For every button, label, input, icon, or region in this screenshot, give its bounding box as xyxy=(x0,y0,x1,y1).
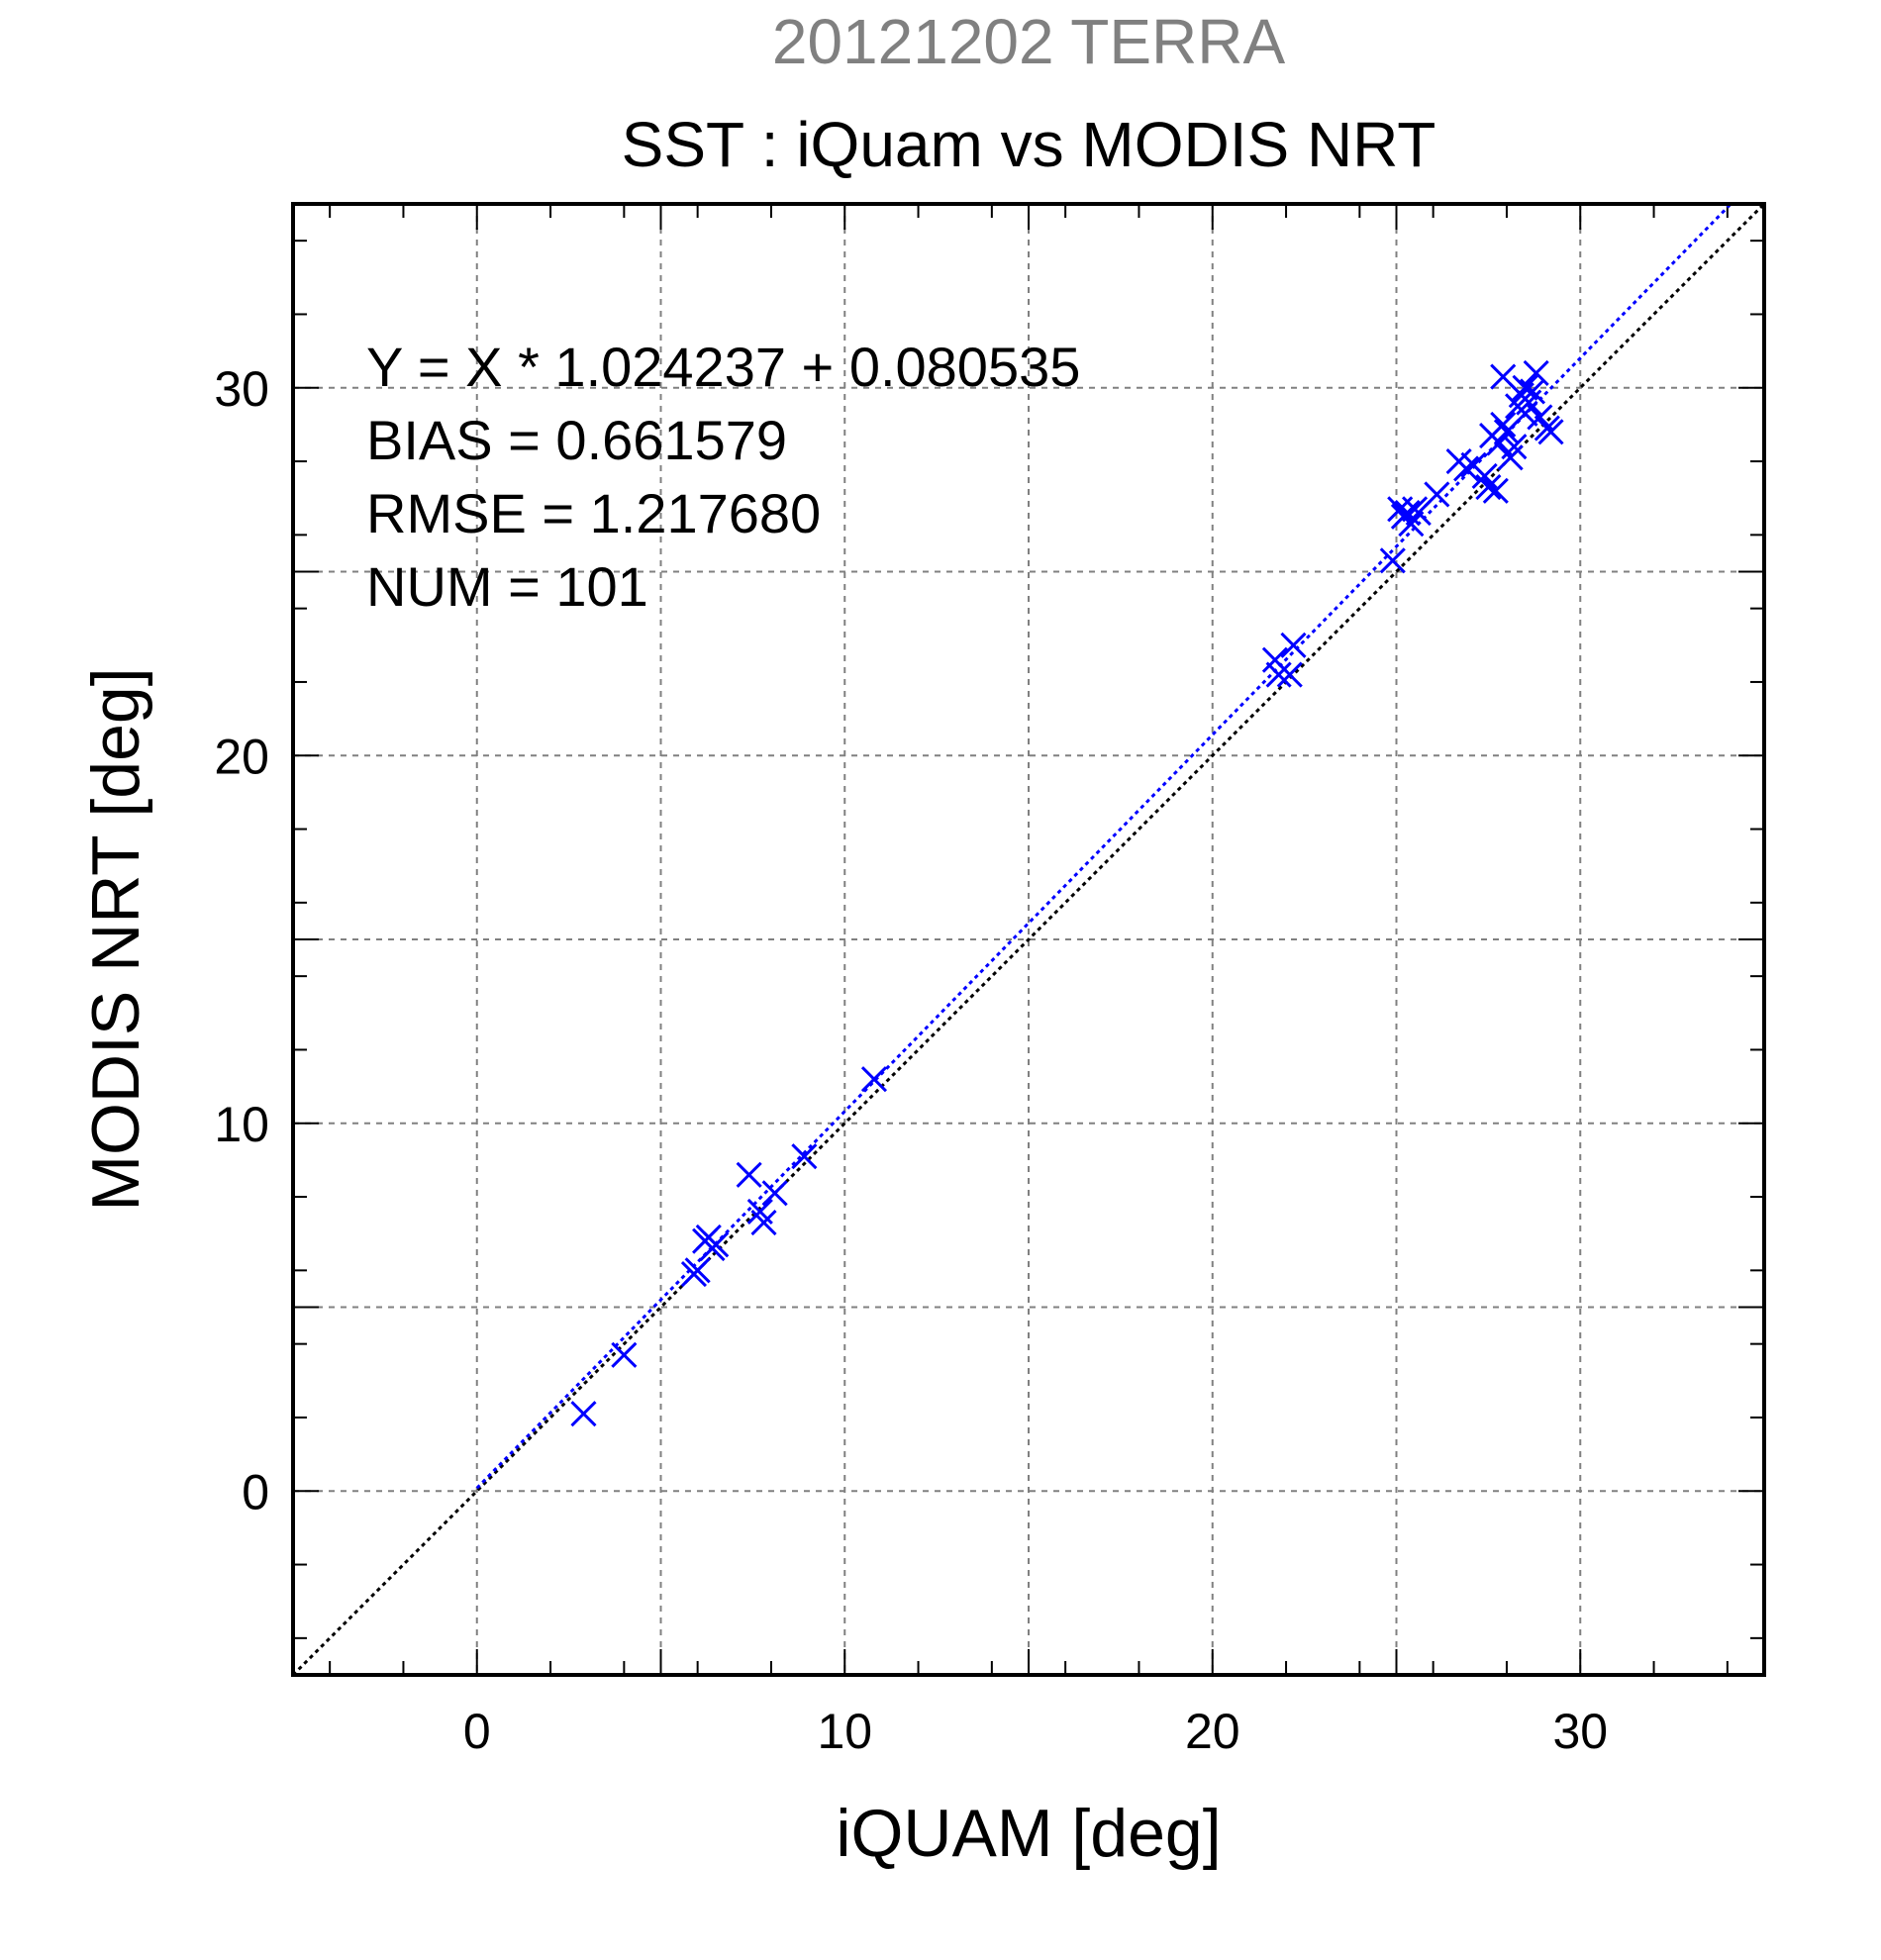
data-point xyxy=(1265,661,1292,688)
data-point xyxy=(1424,481,1450,508)
data-point-stroke xyxy=(1261,646,1288,673)
data-point xyxy=(1512,374,1538,401)
data-point xyxy=(1482,477,1509,504)
data-point xyxy=(1501,434,1528,460)
data-point-stroke xyxy=(1398,511,1425,538)
x-axis-label: iQUAM [deg] xyxy=(836,1796,1221,1871)
y-tick-label: 10 xyxy=(214,1097,269,1152)
chart-title: SST : iQuam vs MODIS NRT xyxy=(622,109,1436,180)
data-point xyxy=(1523,359,1549,386)
data-point-stroke xyxy=(1394,499,1421,527)
data-point xyxy=(1527,404,1553,431)
stats-equation: Y = X * 1.024237 + 0.080535 xyxy=(366,336,1080,398)
data-point-stroke xyxy=(1486,430,1513,456)
chart-subtitle: 20121202 TERRA xyxy=(772,6,1286,77)
data-point-stroke xyxy=(1501,434,1528,460)
data-point-stroke xyxy=(1276,661,1303,688)
data-point xyxy=(750,1209,777,1236)
y-tick-label: 0 xyxy=(242,1464,269,1519)
data-point xyxy=(1398,511,1425,538)
data-point-stroke xyxy=(684,1257,711,1284)
plot-frame xyxy=(291,202,1766,1677)
data-point-stroke xyxy=(750,1209,777,1236)
x-tick-label: 20 xyxy=(1185,1704,1240,1759)
data-point-stroke xyxy=(1475,473,1502,501)
data-point xyxy=(1475,473,1502,501)
data-points xyxy=(570,359,1564,1427)
data-point-stroke xyxy=(1490,411,1517,438)
data-point xyxy=(1276,661,1303,688)
identity-line xyxy=(293,204,1764,1675)
data-point xyxy=(1490,411,1517,438)
stats-rmse: RMSE = 1.217680 xyxy=(366,482,821,544)
data-point xyxy=(703,1231,730,1258)
y-axis-label: MODIS NRT [deg] xyxy=(78,667,153,1211)
data-point-stroke xyxy=(1453,455,1480,482)
data-point-stroke xyxy=(736,1161,762,1188)
data-point-stroke xyxy=(761,1180,788,1207)
data-point-stroke xyxy=(1265,661,1292,688)
data-point xyxy=(684,1257,711,1284)
data-point-stroke xyxy=(1537,419,1564,445)
data-point-stroke xyxy=(1512,374,1538,401)
data-point-stroke xyxy=(1482,477,1509,504)
tick-labels: 0 10 20 30 0 10 20 30 xyxy=(214,361,1608,1759)
y-tick-label: 20 xyxy=(214,729,269,784)
data-point-stroke xyxy=(703,1231,730,1258)
data-point xyxy=(611,1341,638,1368)
data-point-stroke xyxy=(1280,632,1307,658)
data-point-stroke xyxy=(570,1401,597,1427)
data-point-stroke xyxy=(1527,404,1553,431)
data-point-stroke xyxy=(1490,363,1517,390)
data-point-stroke xyxy=(1523,359,1549,386)
stats-num: NUM = 101 xyxy=(366,555,648,618)
data-point-stroke xyxy=(746,1198,773,1225)
data-point xyxy=(1379,547,1406,574)
data-point-stroke xyxy=(1471,462,1498,489)
y-tick-label: 30 xyxy=(214,361,269,417)
data-point xyxy=(791,1143,818,1170)
data-point xyxy=(761,1180,788,1207)
plot-area xyxy=(293,204,1764,1675)
data-point xyxy=(860,1066,888,1093)
data-point xyxy=(736,1161,762,1188)
data-point xyxy=(1280,632,1307,658)
stats-box: Y = X * 1.024237 + 0.080535 BIAS = 0.661… xyxy=(366,336,1080,618)
x-tick-label: 30 xyxy=(1552,1704,1608,1759)
stats-bias: BIAS = 0.661579 xyxy=(366,409,787,471)
data-point-stroke xyxy=(1379,547,1406,574)
data-point-stroke xyxy=(791,1143,818,1170)
data-point-stroke xyxy=(1519,378,1546,405)
grid xyxy=(293,204,1764,1675)
data-point-stroke xyxy=(860,1066,888,1093)
data-point-stroke xyxy=(611,1341,638,1368)
data-point xyxy=(570,1401,597,1427)
data-point-stroke xyxy=(1424,481,1450,508)
data-point xyxy=(1453,455,1480,482)
data-point xyxy=(1537,419,1564,445)
regression-line xyxy=(475,204,1733,1490)
x-tick-label: 10 xyxy=(817,1704,872,1759)
x-tick-label: 0 xyxy=(463,1704,491,1759)
